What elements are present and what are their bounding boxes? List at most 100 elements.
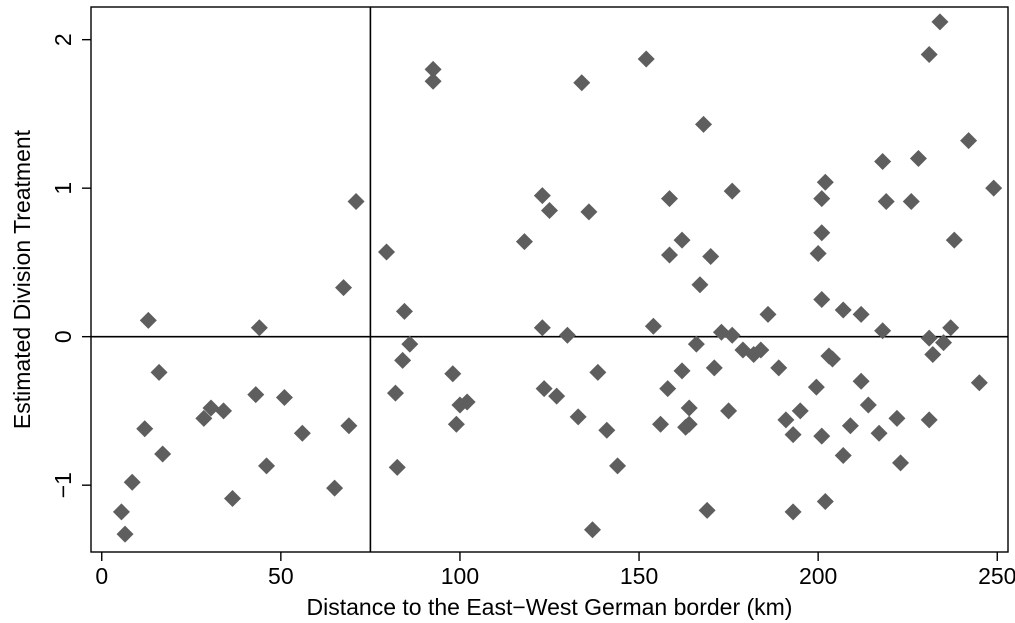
data-point (541, 201, 558, 219)
data-point (583, 521, 601, 539)
data-point (202, 399, 220, 417)
data-point (892, 454, 910, 472)
data-point (807, 378, 825, 396)
data-point (841, 417, 859, 435)
data-point (698, 501, 716, 519)
data-point (705, 359, 723, 377)
x-tick-label: 50 (268, 563, 294, 589)
data-point (378, 243, 396, 261)
x-tick-label: 200 (799, 563, 837, 589)
data-point (935, 334, 953, 352)
data-point (816, 493, 834, 511)
data-point (424, 72, 442, 90)
data-point (112, 503, 130, 521)
data-point (275, 389, 293, 407)
data-point (123, 473, 141, 491)
data-point (687, 335, 705, 353)
data-point (580, 203, 598, 221)
data-point (154, 445, 172, 463)
data-point (723, 326, 741, 344)
data-point (960, 132, 978, 150)
data-point (394, 351, 412, 369)
data-point (386, 384, 404, 402)
data-point (945, 231, 963, 249)
data-point (223, 490, 241, 508)
data-point (388, 458, 406, 476)
data-point (874, 322, 892, 340)
data-point (589, 363, 607, 381)
x-axis-title: Distance to the East−West German border … (307, 594, 793, 620)
data-point (548, 387, 566, 405)
y-tick-label: 2 (50, 33, 76, 46)
data-point (247, 386, 265, 404)
data-point (695, 115, 713, 133)
data-point (424, 60, 442, 78)
data-point (931, 13, 949, 31)
data-point (777, 411, 795, 429)
data-point (852, 372, 870, 390)
data-point (652, 415, 670, 433)
data-point (691, 276, 709, 294)
data-point (447, 415, 465, 433)
data-point (902, 193, 920, 211)
data-point (874, 152, 892, 170)
y-axis-title: Estimated Division Treatment (9, 129, 35, 429)
data-point (659, 380, 677, 398)
data-point (660, 246, 678, 264)
data-point (784, 426, 802, 444)
data-point (258, 457, 276, 475)
data-point (834, 446, 852, 464)
data-point (395, 302, 413, 320)
data-point (444, 365, 462, 383)
data-point (888, 409, 906, 427)
data-point (942, 319, 960, 337)
data-point (347, 193, 365, 211)
data-point (816, 173, 834, 191)
data-point (985, 179, 1003, 197)
data-point (250, 319, 268, 337)
data-point (702, 247, 720, 265)
y-tick-label: 0 (50, 330, 76, 343)
data-point (680, 415, 698, 433)
data-point (401, 335, 419, 353)
data-point (458, 393, 476, 411)
data-point (813, 427, 831, 445)
data-point (723, 182, 741, 200)
data-point (335, 279, 353, 297)
data-point (673, 362, 691, 380)
data-point (970, 374, 988, 392)
data-point (150, 363, 168, 381)
data-point (515, 233, 533, 251)
data-point (535, 380, 553, 398)
plot-layer: 0 50 100 150 200 250 −1 0 1 2 (50, 6, 1015, 589)
data-point (720, 402, 738, 420)
x-tick-label: 250 (978, 563, 1015, 589)
data-point (558, 326, 576, 344)
data-point (920, 329, 938, 347)
data-point (834, 301, 852, 319)
data-point (924, 345, 942, 363)
data-point (136, 420, 154, 438)
data-point (293, 424, 311, 442)
data-point (859, 396, 877, 414)
data-point (573, 74, 591, 92)
data-point (770, 359, 788, 377)
data-point (791, 402, 809, 420)
data-point (870, 424, 888, 442)
data-point (813, 190, 831, 208)
y-tick-label: −1 (50, 472, 76, 498)
data-point (644, 317, 662, 335)
data-point (340, 417, 358, 435)
data-point (877, 193, 895, 211)
data-point (852, 305, 870, 323)
data-point (823, 350, 841, 368)
data-point (813, 224, 831, 242)
data-point (215, 402, 233, 420)
data-point (116, 525, 134, 543)
x-tick-label: 0 (95, 563, 108, 589)
data-point (920, 46, 938, 64)
data-point (660, 190, 678, 208)
x-tick-label: 150 (620, 563, 658, 589)
data-point (909, 149, 927, 167)
